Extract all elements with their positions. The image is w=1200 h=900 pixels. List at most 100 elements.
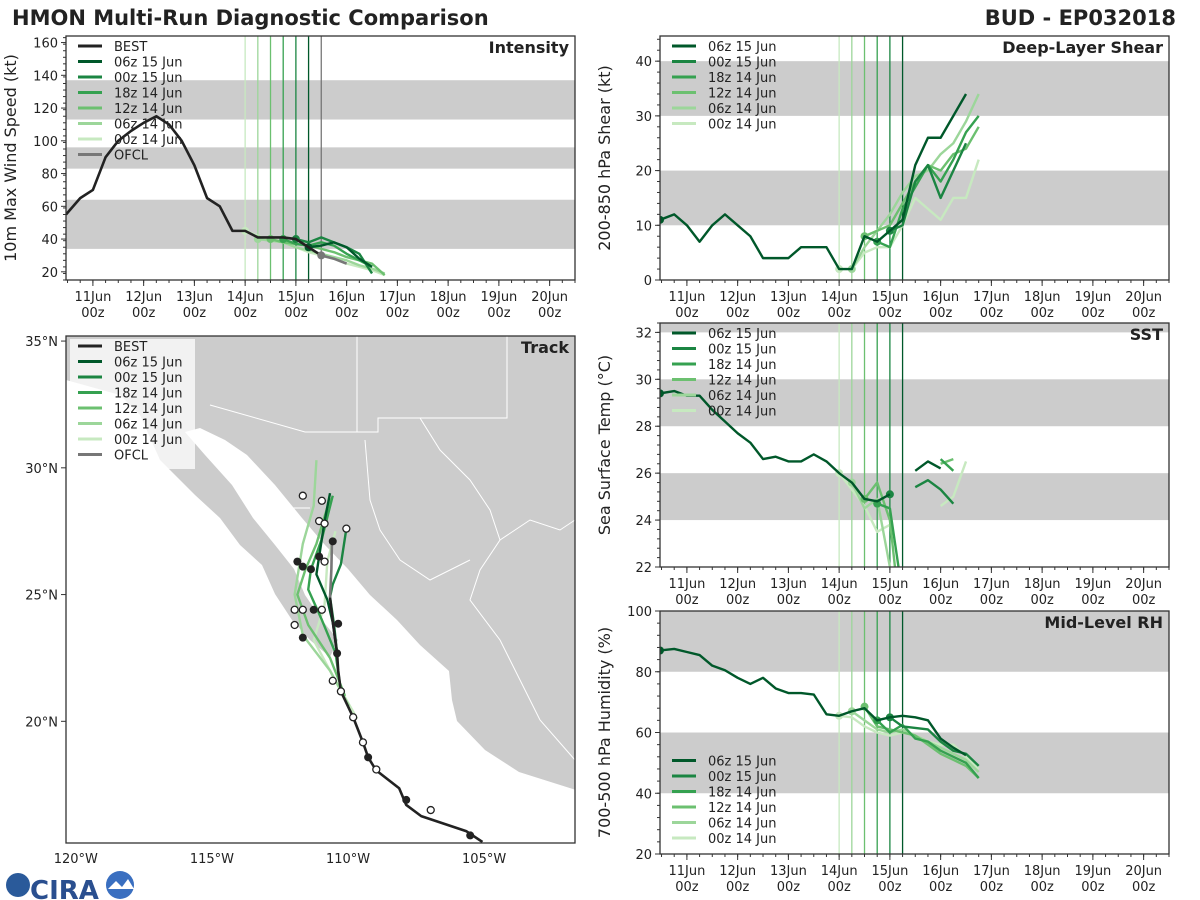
legend-label: 18z 14 Jun bbox=[708, 786, 777, 801]
y-tick-label: 40 bbox=[635, 787, 652, 802]
x-tick-label-date: 17Jun bbox=[379, 290, 416, 305]
series-line bbox=[293, 460, 351, 707]
x-tick-label-date: 20Jun bbox=[1125, 577, 1162, 592]
x-tick-label-date: 12Jun bbox=[125, 290, 162, 305]
x-tick-label-date: 14Jun bbox=[821, 290, 858, 305]
x-tick-label-hour: 00z bbox=[980, 306, 1004, 321]
x-tick-label-hour: 00z bbox=[777, 306, 801, 321]
series-line bbox=[876, 502, 900, 567]
series-line bbox=[296, 497, 347, 697]
x-tick-label-hour: 00z bbox=[1132, 880, 1156, 895]
x-tick-label-date: 18Jun bbox=[1024, 577, 1061, 592]
legend-label: 00z 14 Jun bbox=[708, 405, 777, 420]
shaded-band bbox=[660, 323, 1169, 333]
x-tick-label-date: 11Jun bbox=[668, 864, 705, 879]
shaded-band bbox=[660, 611, 1169, 672]
legend-label: 12z 14 Jun bbox=[708, 801, 777, 816]
track-position-filled bbox=[402, 795, 411, 804]
x-tick-label-date: 13Jun bbox=[770, 577, 807, 592]
y-tick-label: 10 bbox=[635, 219, 652, 234]
x-tick-label-hour: 00z bbox=[1030, 306, 1054, 321]
legend-label: OFCL bbox=[114, 449, 149, 464]
x-tick-label-hour: 00z bbox=[436, 306, 460, 321]
x-tick-label-date: 18Jun bbox=[430, 290, 467, 305]
track-position-open bbox=[358, 738, 368, 747]
y-tick-label: 35°N bbox=[25, 335, 58, 350]
x-tick-label-date: 19Jun bbox=[1074, 577, 1111, 592]
x-tick-label-date: 15Jun bbox=[871, 290, 908, 305]
track-position-filled bbox=[309, 605, 318, 614]
legend-label: 00z 15 Jun bbox=[708, 343, 777, 358]
x-tick-label: 120°W bbox=[54, 852, 98, 867]
series-line bbox=[863, 481, 897, 567]
track-axes-frame bbox=[65, 335, 576, 844]
series-line bbox=[660, 389, 891, 503]
track-position-filled bbox=[334, 619, 343, 628]
series-line bbox=[889, 142, 968, 232]
x-tick-label-hour: 00z bbox=[726, 306, 750, 321]
track-position-open bbox=[328, 676, 337, 685]
legend-label: 06z 15 Jun bbox=[708, 327, 777, 342]
x-tick-label-date: 14Jun bbox=[227, 290, 264, 305]
track-position-filled bbox=[328, 537, 337, 546]
x-tick-label-hour: 00z bbox=[777, 593, 801, 608]
series-line bbox=[914, 460, 942, 472]
y-tick-label: 30 bbox=[635, 373, 652, 388]
rh-y-axis-label: 700-500 hPa Humidity (%) bbox=[595, 627, 614, 838]
x-tick-label-hour: 00z bbox=[929, 880, 953, 895]
track-plot-area bbox=[290, 460, 484, 843]
x-tick-label-hour: 00z bbox=[980, 593, 1004, 608]
y-tick-label: 100 bbox=[627, 605, 652, 620]
legend-label: 00z 14 Jun bbox=[114, 133, 183, 148]
legend-label: 00z 14 Jun bbox=[114, 433, 183, 448]
legend-label: 18z 14 Jun bbox=[114, 87, 183, 102]
track-position-open bbox=[298, 605, 307, 614]
x-tick-label-date: 20Jun bbox=[1125, 290, 1162, 305]
track-position-filled bbox=[298, 562, 307, 571]
legend-label: 00z 14 Jun bbox=[708, 832, 777, 847]
x-tick-label-hour: 00z bbox=[878, 880, 902, 895]
y-tick-label: 20°N bbox=[25, 715, 58, 730]
x-tick-label-date: 12Jun bbox=[719, 864, 756, 879]
x-tick-label-date: 19Jun bbox=[480, 290, 517, 305]
track-position-open bbox=[317, 496, 327, 505]
y-tick-label: 25°N bbox=[25, 589, 58, 604]
shear-axes-frame bbox=[659, 35, 1170, 281]
init-point-marker bbox=[660, 215, 664, 224]
y-tick-label: 20 bbox=[635, 848, 652, 863]
y-tick-label: 20 bbox=[635, 165, 652, 180]
x-tick-label-hour: 00z bbox=[386, 306, 410, 321]
init-point-marker bbox=[317, 251, 326, 260]
track-position-open bbox=[372, 765, 381, 774]
track-panel: Track 20°N 25°N 30°N 35°N 120°W 115°W 110°W 105°… bbox=[25, 335, 576, 867]
cira-logo: CIRA bbox=[6, 871, 134, 900]
shaded-band bbox=[66, 199, 575, 249]
legend-label: 12z 14 Jun bbox=[114, 402, 183, 417]
legend-label: 06z 15 Jun bbox=[114, 56, 183, 71]
x-tick-label-hour: 00z bbox=[827, 306, 851, 321]
track-position-open bbox=[298, 491, 307, 500]
legend-label: 00z 15 Jun bbox=[708, 56, 777, 71]
x-tick-label-date: 11Jun bbox=[668, 577, 705, 592]
shaded-band bbox=[660, 379, 1169, 427]
legend-label: BEST bbox=[114, 40, 147, 55]
series-line bbox=[660, 647, 967, 757]
intensity-title: Intensity bbox=[489, 38, 570, 57]
legend-label: 06z 15 Jun bbox=[708, 40, 777, 55]
legend-label: 06z 14 Jun bbox=[114, 118, 183, 133]
shear-panel: Deep-Layer Shear01020304011Jun00z12Jun00… bbox=[595, 35, 1170, 321]
y-tick-label: 80 bbox=[41, 168, 58, 183]
political-borders bbox=[209, 336, 576, 761]
x-tick-label-date: 17Jun bbox=[973, 290, 1010, 305]
y-tick-label: 40 bbox=[635, 55, 652, 70]
legend-label: 06z 14 Jun bbox=[114, 418, 183, 433]
sst-y-axis-label: Sea Surface Temp (°C) bbox=[595, 355, 614, 535]
y-tick-label: 26 bbox=[635, 467, 652, 482]
x-tick-label-date: 17Jun bbox=[973, 864, 1010, 879]
track-position-open bbox=[342, 524, 351, 533]
track-position-filled bbox=[364, 753, 373, 762]
series-line bbox=[850, 93, 980, 270]
sst-panel: SST22242628303211Jun00z12Jun00z13Jun00z1… bbox=[595, 322, 1170, 608]
x-tick-label-hour: 00z bbox=[675, 880, 699, 895]
